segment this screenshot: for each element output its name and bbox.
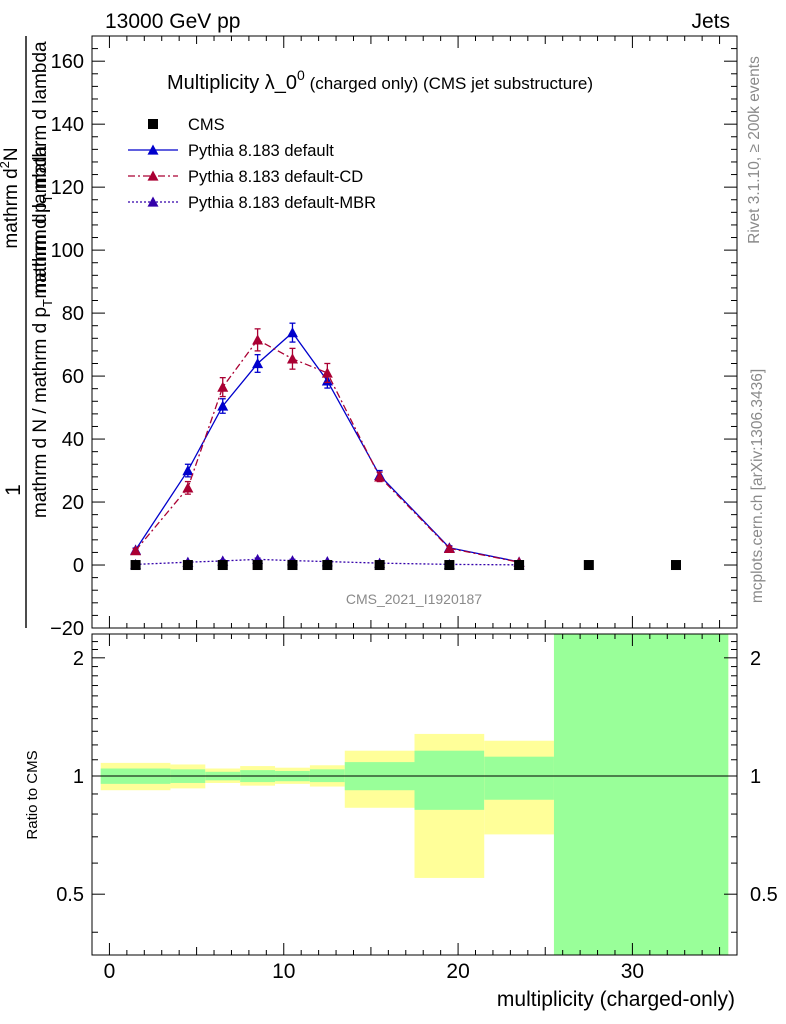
- marker-cms: [287, 560, 298, 571]
- legend-label-cd: Pythia 8.183 default-CD: [188, 168, 363, 186]
- ratio-y-tick-label: 1: [73, 766, 84, 788]
- marker-cms: [444, 560, 455, 571]
- y-axis-label-one: 1: [2, 484, 25, 496]
- marker-cms: [182, 560, 193, 571]
- side-label-mcplots: mcplots.cern.ch [arXiv:1306.3436]: [749, 368, 766, 604]
- x-tick-label: 10: [272, 960, 295, 983]
- marker-cms: [374, 560, 385, 571]
- legend-label-default: Pythia 8.183 default: [188, 142, 334, 160]
- ratio-y-tick-label-right: 2: [750, 648, 761, 670]
- ratio-band-inner: [414, 750, 485, 810]
- ratio-y-tick-label-right: 0.5: [750, 884, 778, 906]
- ratio-y-tick-label: 2: [73, 648, 84, 670]
- marker-cms: [217, 560, 228, 571]
- ratio-y-tick-label-right: 1: [750, 766, 761, 788]
- legend-label-mbr: Pythia 8.183 default-MBR: [188, 194, 376, 212]
- marker-cd: [286, 353, 298, 364]
- header-left-title: 13000 GeV pp: [105, 10, 240, 33]
- marker-default: [286, 327, 298, 338]
- marker-cms: [322, 560, 333, 571]
- marker-cd: [374, 471, 386, 482]
- marker-cd: [217, 381, 229, 392]
- marker-cd: [443, 542, 455, 554]
- y-tick-label: 60: [62, 366, 84, 388]
- legend-marker-mbr: [147, 196, 159, 207]
- plot-title: Multiplicity λ_00 (charged only) (CMS je…: [167, 67, 593, 94]
- y-axis-label-second-den: mathrm d pT mathrm d lambda: [30, 41, 55, 299]
- y-tick-label: −20: [50, 618, 84, 640]
- y-tick-label: 20: [62, 492, 84, 514]
- y-axis-label: 1 mathrm d N / mathrm d pT mathrm d lambd…: [0, 36, 55, 628]
- marker-cms: [514, 560, 525, 571]
- ratio-y-axis-label: Ratio to CMS: [24, 750, 41, 839]
- marker-default: [182, 465, 194, 476]
- x-tick-label: 30: [621, 960, 644, 983]
- legend-label-cms: CMS: [188, 116, 225, 134]
- y-axis-label-first-den: mathrm d N / mathrm d pT mathrm d lambda: [30, 145, 55, 518]
- marker-cd: [130, 545, 142, 556]
- y-tick-label: 120: [51, 177, 84, 199]
- legend-marker-default: [147, 144, 159, 155]
- ratio-band-inner: [484, 756, 554, 800]
- side-label-rivet: Rivet 3.1.10, ≥ 200k events: [746, 56, 763, 244]
- marker-cms: [252, 560, 263, 571]
- x-tick-label: 0: [104, 960, 116, 983]
- marker-default: [252, 357, 264, 369]
- marker-cd: [252, 334, 264, 345]
- legend-marker-cd: [147, 170, 159, 181]
- header-right-title: Jets: [691, 10, 730, 33]
- x-axis-label: multiplicity (charged-only): [497, 988, 735, 1011]
- y-tick-label: 140: [51, 114, 84, 136]
- marker-cd: [182, 482, 194, 493]
- y-tick-label: 160: [51, 51, 84, 73]
- ratio-y-tick-label: 0.5: [56, 884, 84, 906]
- marker-default: [217, 400, 229, 411]
- y-tick-label: 40: [62, 429, 84, 451]
- y-tick-label: 100: [51, 240, 84, 262]
- ratio-band-inner: [553, 634, 729, 955]
- analysis-watermark: CMS_2021_I1920187: [346, 591, 482, 607]
- y-tick-label: 80: [62, 303, 84, 325]
- y-axis-label-second-num: mathrm d2N: [0, 147, 22, 248]
- main-frame: [91, 35, 738, 629]
- marker-cms: [130, 560, 141, 571]
- marker-cd: [321, 367, 333, 378]
- legend-marker-cms: [148, 119, 158, 129]
- marker-cms: [670, 560, 681, 571]
- y-tick-label: 0: [73, 555, 84, 577]
- ratio-frame: [91, 633, 738, 956]
- marker-cms: [583, 560, 594, 571]
- x-tick-label: 20: [446, 960, 469, 983]
